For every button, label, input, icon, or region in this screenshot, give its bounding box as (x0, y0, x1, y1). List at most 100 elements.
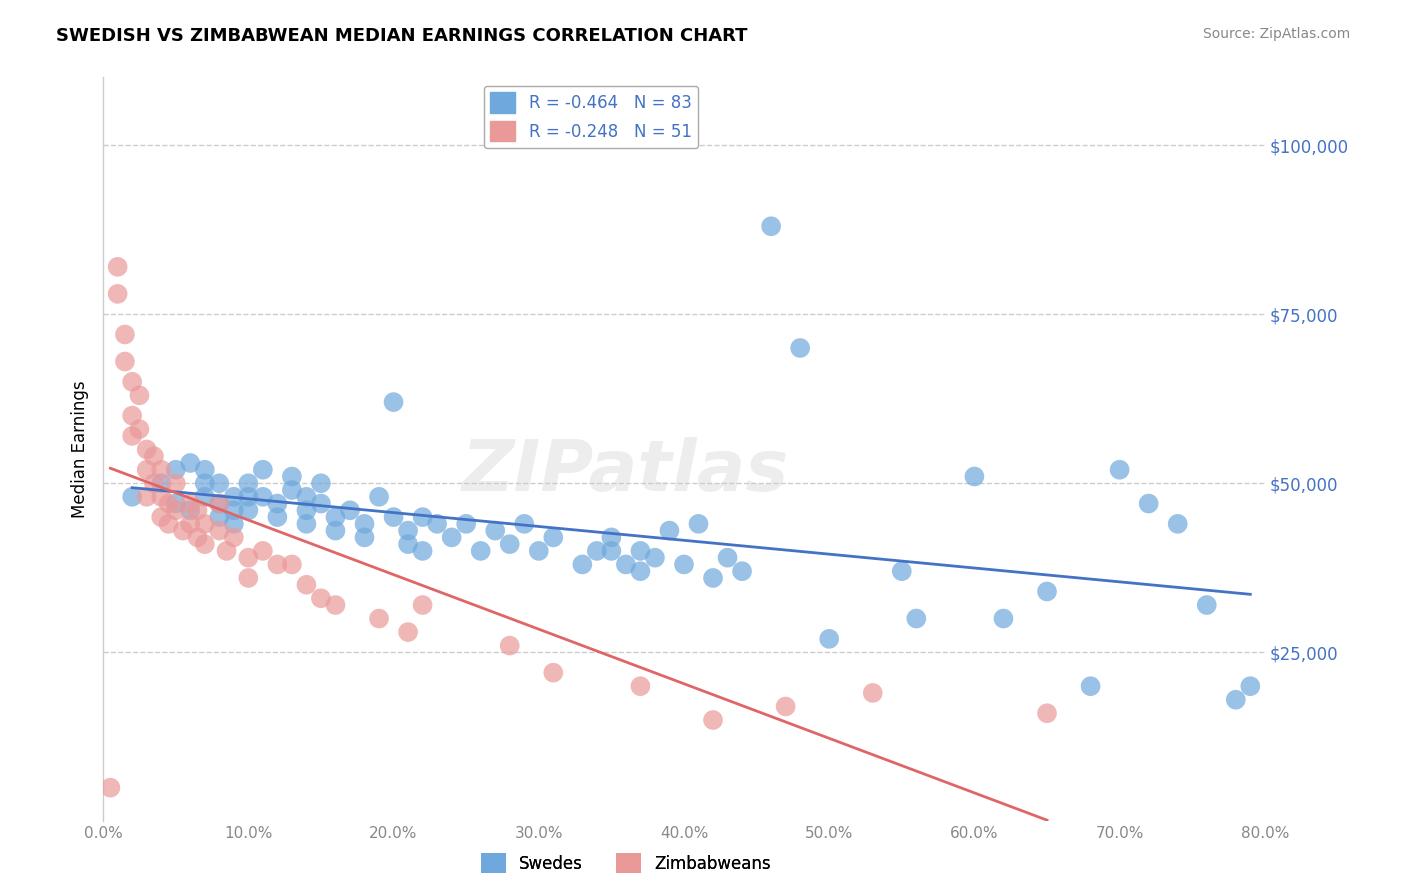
Point (281, 483, 304, 497)
Point (412, 544, 434, 558)
Legend: Swedes, Zimbabweans: Swedes, Zimbabweans (474, 847, 778, 880)
Point (135, 442, 157, 457)
Point (157, 497, 180, 511)
Point (172, 524, 194, 538)
Point (702, 571, 724, 585)
Point (368, 611, 391, 625)
Point (1137, 497, 1160, 511)
Point (150, 463, 173, 477)
Point (412, 598, 434, 612)
Point (179, 497, 201, 511)
Point (266, 497, 288, 511)
Point (208, 497, 231, 511)
Point (309, 476, 332, 491)
Point (353, 516, 375, 531)
Point (121, 409, 143, 423)
Point (325, 510, 347, 524)
Point (644, 550, 666, 565)
Point (157, 516, 180, 531)
Point (628, 679, 651, 693)
Point (513, 516, 536, 531)
Point (440, 530, 463, 544)
Point (527, 544, 550, 558)
Point (135, 463, 157, 477)
Point (114, 327, 136, 342)
Point (252, 544, 274, 558)
Point (688, 516, 710, 531)
Point (222, 503, 245, 517)
Point (658, 524, 681, 538)
Point (1195, 598, 1218, 612)
Point (150, 510, 173, 524)
Point (165, 497, 187, 511)
Point (789, 341, 811, 355)
Point (600, 544, 623, 558)
Y-axis label: Median Earnings: Median Earnings (72, 381, 89, 518)
Point (208, 497, 231, 511)
Point (571, 558, 593, 572)
Point (484, 524, 506, 538)
Text: Source: ZipAtlas.com: Source: ZipAtlas.com (1202, 27, 1350, 41)
Point (325, 524, 347, 538)
Point (905, 611, 928, 625)
Point (731, 564, 754, 578)
Point (396, 524, 419, 538)
Point (499, 639, 522, 653)
Point (165, 463, 187, 477)
Point (238, 476, 260, 491)
Point (295, 516, 318, 531)
Point (222, 490, 245, 504)
Point (114, 354, 136, 368)
Point (238, 571, 260, 585)
Point (281, 469, 304, 483)
Point (309, 497, 332, 511)
Point (252, 463, 274, 477)
Point (194, 490, 217, 504)
Point (238, 490, 260, 504)
Point (412, 510, 434, 524)
Point (128, 388, 150, 402)
Point (194, 537, 217, 551)
Point (121, 429, 143, 443)
Point (426, 516, 449, 531)
Point (186, 530, 208, 544)
Point (309, 591, 332, 606)
Point (862, 686, 884, 700)
Point (194, 476, 217, 491)
Point (382, 395, 405, 409)
Point (702, 713, 724, 727)
Point (396, 625, 419, 640)
Point (1036, 584, 1059, 599)
Point (208, 476, 231, 491)
Point (456, 516, 478, 531)
Point (222, 516, 245, 531)
Point (222, 530, 245, 544)
Point (499, 537, 522, 551)
Point (150, 476, 173, 491)
Point (121, 490, 143, 504)
Point (1108, 463, 1130, 477)
Point (1080, 679, 1102, 693)
Point (368, 490, 391, 504)
Point (396, 537, 419, 551)
Point (353, 530, 375, 544)
Point (543, 530, 565, 544)
Point (963, 469, 986, 483)
Point (543, 665, 565, 680)
Point (238, 550, 260, 565)
Point (194, 516, 217, 531)
Point (135, 490, 157, 504)
Point (252, 490, 274, 504)
Point (339, 503, 361, 517)
Point (628, 544, 651, 558)
Point (179, 503, 201, 517)
Point (128, 422, 150, 436)
Point (628, 564, 651, 578)
Point (1167, 516, 1189, 531)
Point (208, 510, 231, 524)
Point (208, 524, 231, 538)
Point (759, 219, 782, 234)
Point (890, 564, 912, 578)
Point (470, 544, 492, 558)
Point (107, 286, 129, 301)
